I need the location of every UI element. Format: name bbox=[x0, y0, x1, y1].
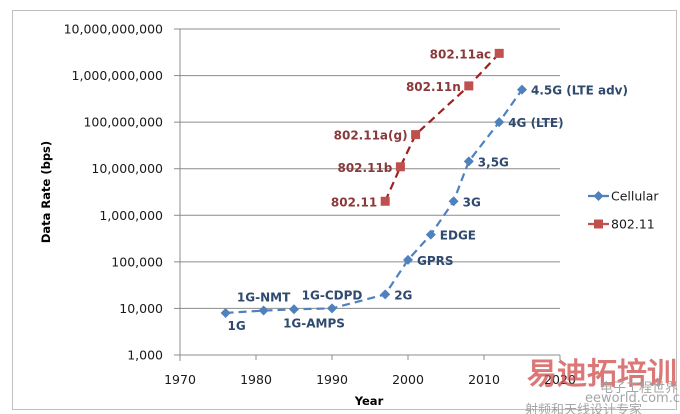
y-tick-label: 10,000,000,000 bbox=[64, 22, 163, 37]
watermark-main: 易迪拓培训 bbox=[527, 357, 677, 392]
data-point-diamond bbox=[448, 196, 459, 207]
data-point-diamond bbox=[258, 305, 269, 316]
series-layer: 1G 1G-NMT 1G-AMPS 1G-CDPD 2G GPRS EDGE 3G 3,5G 4G… bbox=[220, 47, 628, 333]
data-label: 802.11b bbox=[337, 161, 392, 175]
x-tick-label: 2010 bbox=[468, 372, 500, 387]
data-point-diamond bbox=[517, 84, 527, 95]
y-tick-label: 1,000 bbox=[127, 348, 163, 363]
data-label: 802.11 bbox=[331, 195, 377, 209]
x-tick-label: 2000 bbox=[392, 372, 424, 387]
data-point-diamond bbox=[463, 156, 474, 167]
series-cellular: 1G 1G-NMT 1G-AMPS 1G-CDPD 2G GPRS EDGE 3G 3,5G 4G… bbox=[220, 84, 628, 333]
x-tick-labels: 1970 1980 1990 2000 2010 2020 bbox=[164, 372, 576, 387]
data-label: GPRS bbox=[417, 254, 454, 268]
watermark: 易迪拓培训 电子工程世界 eeworld.com.cn 射频和天线设计专家 bbox=[525, 357, 680, 414]
data-point-diamond bbox=[403, 254, 413, 265]
data-point-diamond bbox=[380, 289, 391, 300]
chart-frame bbox=[12, 10, 677, 410]
series-line bbox=[384, 52, 501, 202]
data-label: 1G bbox=[227, 319, 245, 333]
y-axis-title: Data Rate (bps) bbox=[39, 141, 53, 243]
y-tick-labels: 1,000 10,000 100,000 1,000,000 10,000,000 100… bbox=[64, 22, 163, 363]
data-point-diamond bbox=[289, 304, 299, 315]
data-point-square bbox=[380, 196, 390, 206]
gridlines bbox=[180, 28, 560, 309]
watermark-sub: 射频和天线设计专家 bbox=[525, 402, 642, 414]
legend: Cellular 802.11 bbox=[588, 189, 659, 232]
y-tick-label: 100,000,000 bbox=[83, 115, 163, 130]
data-label: 1G-AMPS bbox=[283, 316, 345, 330]
x-axis-title: Year bbox=[354, 394, 384, 408]
x-tick-label: 1980 bbox=[240, 372, 272, 387]
data-point-diamond bbox=[425, 229, 436, 240]
data-label: 802.11ac bbox=[430, 47, 492, 61]
legend-item: 802.11 bbox=[588, 217, 655, 232]
data-point-diamond bbox=[220, 307, 231, 318]
data-label: EDGE bbox=[440, 229, 476, 243]
data-label: 1G-NMT bbox=[237, 291, 291, 305]
data-label: 802.11n bbox=[406, 80, 461, 94]
data-point-square bbox=[494, 48, 504, 58]
y-tick-label: 10,000,000 bbox=[91, 161, 163, 176]
watermark-brand: 电子工程世界 bbox=[600, 381, 678, 396]
data-label: 3G bbox=[463, 195, 481, 209]
x-tick-label: 2020 bbox=[544, 372, 576, 387]
y-tick-label: 1,000,000,000 bbox=[72, 68, 163, 83]
x-tick-label: 1970 bbox=[164, 372, 196, 387]
data-point-square bbox=[411, 130, 421, 140]
data-point-diamond bbox=[494, 117, 505, 128]
legend-marker-diamond bbox=[593, 191, 604, 201]
data-label: 2G bbox=[394, 288, 412, 302]
data-label: 3,5G bbox=[478, 155, 509, 169]
data-label: 1G-CDPD bbox=[302, 288, 363, 302]
legend-label: Cellular bbox=[611, 189, 659, 204]
y-tick-label: 10,000 bbox=[119, 301, 163, 316]
y-tick-label: 1,000,000 bbox=[99, 208, 163, 223]
legend-item: Cellular bbox=[588, 189, 659, 204]
data-label: 4.5G (LTE adv) bbox=[531, 84, 628, 98]
series-802-11: 802.11 802.11b 802.11a(g) 802.11n 802.11ac bbox=[331, 47, 504, 209]
data-point-square bbox=[464, 81, 474, 91]
legend-label: 802.11 bbox=[611, 217, 655, 232]
data-label: 4G (LTE) bbox=[508, 116, 563, 130]
data-point-square bbox=[395, 162, 405, 172]
x-tick-label: 1990 bbox=[316, 372, 348, 387]
axes bbox=[174, 28, 561, 361]
data-point-diamond bbox=[327, 303, 337, 314]
y-tick-label: 100,000 bbox=[111, 254, 163, 269]
legend-marker-square bbox=[594, 219, 603, 229]
watermark-site: eeworld.com.cn bbox=[585, 391, 680, 406]
data-label: 802.11a(g) bbox=[334, 129, 408, 143]
